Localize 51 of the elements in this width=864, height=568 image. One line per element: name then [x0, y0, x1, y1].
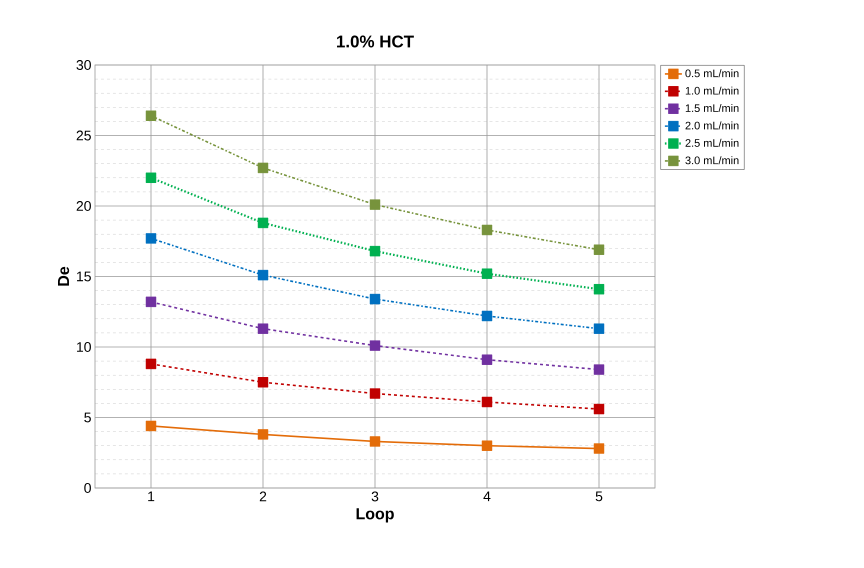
legend-label: 1.0 mL/min: [686, 86, 738, 95]
point: [594, 364, 604, 375]
point: [370, 294, 380, 304]
point: [594, 404, 604, 414]
y-tick-label: 20: [76, 201, 91, 211]
point: [258, 429, 268, 440]
legend-label: 1.5 mL/min: [686, 104, 738, 112]
point: [258, 270, 268, 280]
point: [594, 323, 604, 334]
point: [146, 233, 156, 244]
y-tick-label: 10: [77, 342, 91, 352]
point: [146, 358, 156, 370]
point: [594, 284, 604, 294]
point: [146, 110, 156, 121]
point: [482, 310, 492, 322]
point: [482, 396, 492, 408]
point: [482, 268, 492, 279]
x-tick-label: 3: [372, 492, 378, 502]
x-axis-title: Loop: [356, 508, 394, 523]
legend-label: 2.0 mL/min: [686, 121, 738, 130]
point: [146, 296, 156, 308]
x-tick-label: 1: [148, 492, 154, 502]
y-tick-label: 5: [84, 412, 91, 422]
point: [370, 388, 380, 399]
legend-label: 3.0 mL/min: [685, 156, 738, 164]
x-tick-label: 2: [260, 492, 266, 502]
point: [258, 218, 268, 228]
point: [370, 246, 380, 256]
x-tick-label: 4: [483, 492, 490, 502]
point: [482, 224, 492, 236]
point: [146, 420, 156, 432]
point: [258, 162, 268, 174]
y-tick-label: 25: [76, 130, 91, 140]
x-tick-label: 5: [596, 492, 602, 502]
y-tick-label: 0: [84, 483, 91, 493]
point: [594, 443, 604, 454]
legend-label: 2.5 mL/min: [686, 138, 738, 147]
point: [258, 323, 268, 334]
y-tick-label: 15: [77, 272, 91, 282]
point: [482, 354, 492, 365]
point: [258, 377, 268, 388]
point: [370, 199, 380, 210]
chart-title: 1.0% HCT: [337, 36, 414, 48]
point: [594, 244, 604, 255]
point: [482, 440, 492, 451]
point: [146, 172, 156, 184]
point: [370, 340, 380, 351]
y-tick-label: 30: [76, 60, 91, 70]
point: [370, 436, 380, 447]
legend-label: 0.5 mL/min: [685, 69, 738, 78]
y-axis-title: De: [58, 266, 70, 286]
